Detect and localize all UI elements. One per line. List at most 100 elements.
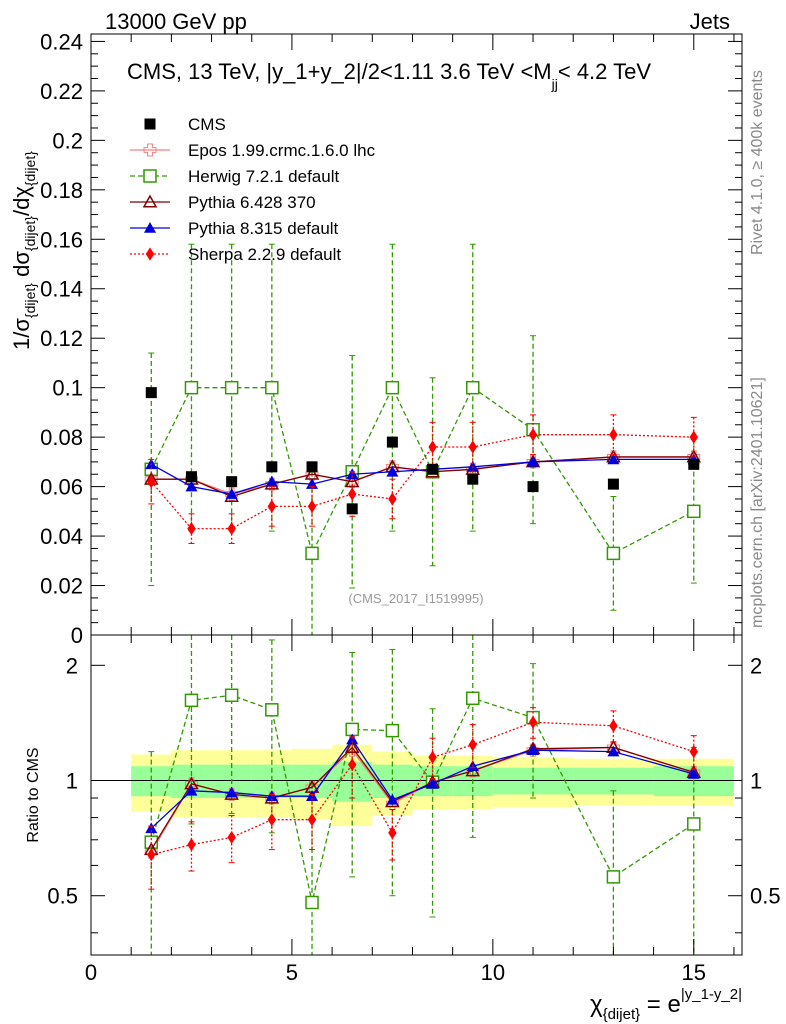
- cms-data-point: [688, 458, 700, 470]
- plot-title: CMS, 13 TeV, |y_1+y_2|/2<1.11 3.6 TeV <M…: [127, 59, 651, 92]
- y-tick-label: 0.22: [40, 79, 83, 104]
- pythia-8-315-default-line: [150, 458, 694, 495]
- legend-label-cms: CMS: [188, 115, 226, 134]
- x-axis-label: χ{dijet} = e|y_1-y_2|: [590, 986, 742, 1023]
- y-tick-label: 0.16: [40, 227, 83, 252]
- y-tick-label: 0.2: [52, 128, 83, 153]
- sherpa-2-2-9-default-ratio-point: [227, 830, 236, 845]
- legend-marker-sherpa-2-2-9-default: [145, 247, 155, 261]
- cms-data-point: [306, 461, 318, 473]
- herwig-7-2-1-default-ratio-point: [224, 688, 239, 703]
- pythia-8-315-default-ratio-point: [527, 744, 540, 756]
- pythia-8-315-default-ratio-point: [426, 777, 439, 789]
- y-tick-label: 0.06: [40, 475, 83, 500]
- sherpa-2-2-9-default-point: [609, 428, 618, 442]
- pythia-8-315-default-point: [386, 465, 399, 477]
- sherpa-2-2-9-default-ratio-point: [187, 838, 196, 852]
- sherpa-2-2-9-default-point: [267, 499, 277, 513]
- herwig-7-2-1-default-point: [305, 546, 319, 561]
- sherpa-2-2-9-default-ratio-point: [307, 813, 317, 827]
- herwig-7-2-1-default-ratio-point: [466, 691, 480, 706]
- sherpa-2-2-9-default-ratio-point: [609, 719, 618, 733]
- legend-label-pythia-6-428-370: Pythia 6.428 370: [188, 193, 316, 212]
- pythia-8-315-default-ratio-point: [687, 767, 700, 779]
- y-tick-label: 0.18: [40, 178, 83, 203]
- epos-1-99-crmc-1-6-0-lhc-ratio-point: [144, 845, 158, 859]
- rivet-version-label: Rivet 4.1.0, ≥ 400k events: [749, 70, 766, 255]
- y-tick-label: 0.14: [40, 277, 83, 302]
- legend-marker-herwig-7-2-1-default: [143, 169, 157, 183]
- legend-label-pythia-8-315-default: Pythia 8.315 default: [188, 219, 339, 238]
- pythia-8-315-default-point: [185, 480, 198, 492]
- herwig-7-2-1-default-point: [606, 546, 621, 561]
- sherpa-2-2-9-default-point: [689, 430, 698, 444]
- sherpa-2-2-9-default-point: [348, 487, 357, 501]
- analysis-tag: (CMS_2017_I1519995): [348, 591, 483, 606]
- legend-marker-pythia-8-315-default: [144, 222, 156, 233]
- herwig-7-2-1-default-ratio-point: [184, 693, 199, 708]
- cms-data-point: [266, 461, 278, 473]
- main-panel: 0 0.02 0.04 0.06 0.08 0.1 0.12 0.14 0.16 0.18 0.2 0…: [9, 29, 743, 648]
- sherpa-2-2-9-default-ratio-point: [428, 750, 437, 764]
- ratio-panel: 0.5 0.5 1 1 2 2 0 5 10 15 Ratio to CMS χ{dijet} …: [25, 634, 781, 1023]
- mcplots-label: mcplots.cern.ch [arXiv:2401.10621]: [749, 377, 766, 628]
- pythia-8-315-default-ratio-point: [607, 745, 620, 757]
- cms-data-point: [607, 478, 619, 490]
- herwig-7-2-1-default-point: [224, 380, 239, 395]
- legend-label-epos-1-99-crmc-1-6-0-lhc: Epos 1.99.crmc.1.6.0 lhc: [188, 141, 376, 160]
- pythia-8-315-default-ratio-point: [185, 784, 198, 796]
- legend-marker-epos-1-99-crmc-1-6-0-lhc: [143, 143, 157, 157]
- sherpa-2-2-9-default-point: [307, 499, 317, 513]
- cms-data-point: [226, 476, 238, 488]
- ratio-plot-frame: [90, 634, 743, 956]
- cms-data-point: [467, 473, 479, 485]
- herwig-7-2-1-default-ratio-point: [265, 703, 279, 717]
- y-tick-label: 0.02: [40, 574, 83, 599]
- x-tick-label: 10: [481, 960, 505, 985]
- y-tick-label: 0.04: [40, 524, 83, 549]
- y-axis-label: 1/σ{dijet} dσ{dijet}/dχ{dijet}: [9, 151, 38, 350]
- sherpa-2-2-9-default-point: [428, 440, 437, 454]
- ratio-y-axis-label: Ratio to CMS: [25, 747, 42, 842]
- pythia-8-315-default-ratio-point: [225, 786, 238, 798]
- ratio-y-axis: 0.5 0.5 1 1 2 2: [47, 653, 781, 934]
- stat-uncertainty-band: [573, 767, 654, 795]
- y-tick-label: 0.08: [40, 425, 83, 450]
- pythia-6-428-370-ratio-point: [344, 739, 360, 754]
- cms-data-point: [185, 471, 197, 483]
- pythia-8-315-default-point: [265, 475, 278, 487]
- ratio-tick-label-right: 0.5: [750, 884, 781, 909]
- main-y-axis: 0 0.02 0.04 0.06 0.08 0.1 0.12 0.14 0.16 0.18 0.2 0…: [40, 29, 742, 648]
- pythia-8-315-default-ratio-point: [386, 793, 399, 805]
- pythia-8-315-default-point: [527, 455, 540, 467]
- sherpa-2-2-9-default-point: [147, 475, 156, 489]
- sherpa-2-2-9-default-point: [388, 492, 397, 506]
- legend-label-herwig-7-2-1-default: Herwig 7.2.1 default: [188, 167, 339, 186]
- cms-data-group: [145, 387, 700, 515]
- herwig-7-2-1-default-point: [687, 504, 701, 519]
- herwig-7-2-1-default-point: [385, 380, 400, 395]
- sherpa-2-2-9-default-ratio-point: [468, 738, 477, 752]
- sherpa-2-2-9-default-point: [187, 522, 196, 536]
- main-series-group: [144, 243, 702, 636]
- cms-data-point: [145, 387, 157, 399]
- herwig-7-2-1-default-point: [265, 380, 279, 395]
- herwig-7-2-1-default-ratio-point: [385, 723, 400, 738]
- sherpa-2-2-9-default-ratio-point: [689, 744, 698, 759]
- legend-label-sherpa-2-2-9-default: Sherpa 2.2.9 default: [188, 245, 341, 264]
- cms-data-point: [386, 436, 398, 448]
- ratio-tick-label: 1: [66, 769, 78, 794]
- y-tick-label: 0.24: [40, 29, 83, 54]
- sherpa-2-2-9-default-ratio-point: [267, 813, 277, 827]
- sherpa-2-2-9-default-point: [468, 440, 477, 454]
- legend-marker-cms: [144, 118, 156, 130]
- ratio-tick-label: 2: [66, 653, 78, 678]
- x-tick-label: 5: [286, 960, 298, 985]
- herwig-7-2-1-default-ratio-point: [305, 895, 319, 910]
- ratio-series-group: [144, 635, 702, 955]
- epos-1-99-crmc-1-6-0-lhc-point: [225, 487, 239, 501]
- herwig-7-2-1-default-ratio-point: [687, 817, 701, 831]
- sherpa-2-2-9-default-point: [528, 428, 538, 442]
- main-x-axis-ticks: [90, 34, 735, 635]
- process-label: Jets: [690, 9, 730, 34]
